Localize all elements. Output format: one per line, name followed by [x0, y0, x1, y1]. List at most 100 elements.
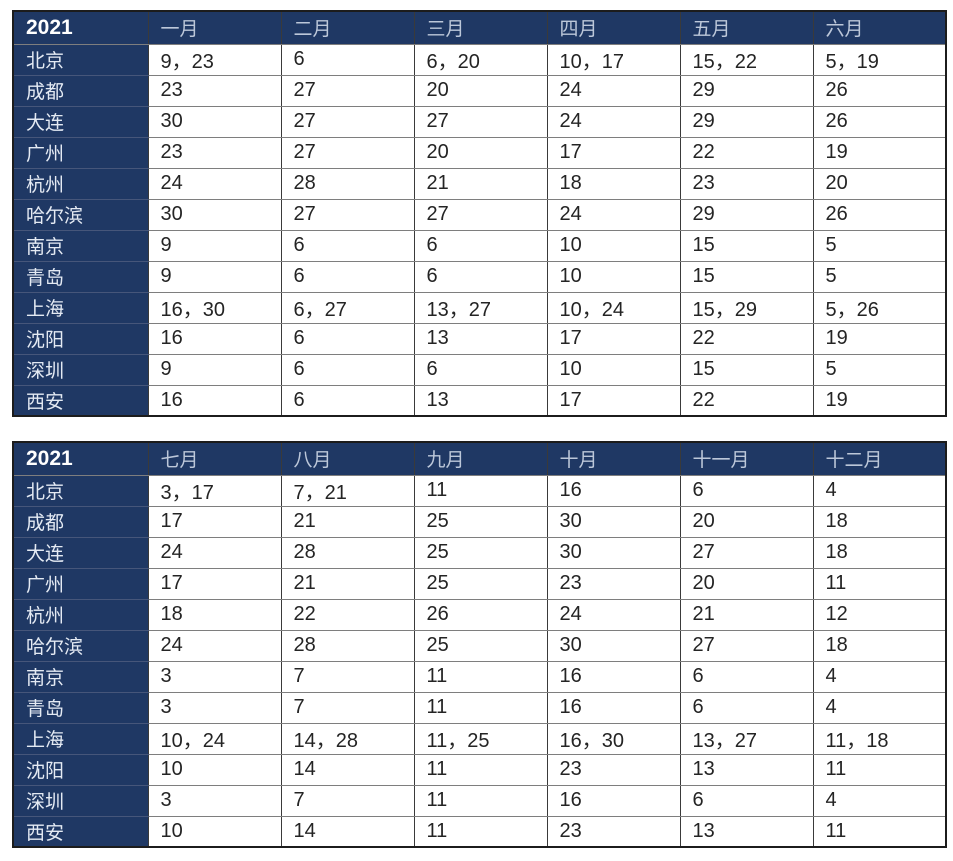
- city-name-cell: 青岛: [13, 691, 149, 724]
- date-value-cell: 11: [413, 753, 548, 786]
- table-row: 青岛 9 6 6 10 15 5: [13, 260, 947, 293]
- date-value-cell: 17: [546, 322, 681, 355]
- date-value-cell: 3: [147, 784, 282, 817]
- month-header-cell: 九月: [413, 441, 548, 476]
- date-value-cell: 18: [546, 167, 681, 200]
- date-value-cell: 16: [147, 322, 282, 355]
- table-row: 广州 23 27 20 17 22 19: [13, 136, 947, 169]
- date-value-cell: 26: [812, 74, 947, 107]
- date-value-cell: 26: [812, 105, 947, 138]
- month-header-cell: 十月: [546, 441, 681, 476]
- date-value-cell: 5，26: [812, 291, 947, 324]
- date-value-cell: 5: [812, 229, 947, 262]
- date-value-cell: 11: [413, 784, 548, 817]
- date-value-cell: 10: [546, 353, 681, 386]
- date-value-cell: 13: [413, 322, 548, 355]
- date-value-cell: 17: [147, 505, 282, 538]
- month-header-cell: 二月: [280, 10, 415, 45]
- date-value-cell: 15，29: [679, 291, 814, 324]
- date-value-cell: 6: [280, 384, 415, 417]
- date-value-cell: 18: [147, 598, 282, 631]
- date-value-cell: 29: [679, 74, 814, 107]
- table-row: 哈尔滨 24 28 25 30 27 18: [13, 629, 947, 662]
- date-value-cell: 27: [413, 105, 548, 138]
- city-name-cell: 青岛: [13, 260, 149, 293]
- date-value-cell: 6，20: [413, 43, 548, 76]
- month-header-cell: 十一月: [679, 441, 814, 476]
- table-row: 杭州 24 28 21 18 23 20: [13, 167, 947, 200]
- date-value-cell: 23: [546, 753, 681, 786]
- date-value-cell: 11: [413, 474, 548, 507]
- city-name-cell: 深圳: [13, 784, 149, 817]
- date-value-cell: 27: [280, 74, 415, 107]
- date-value-cell: 21: [280, 505, 415, 538]
- date-value-cell: 3: [147, 691, 282, 724]
- date-value-cell: 10，24: [546, 291, 681, 324]
- table-row: 杭州 18 22 26 24 21 12: [13, 598, 947, 631]
- date-value-cell: 11，18: [812, 722, 947, 755]
- date-value-cell: 10: [147, 753, 282, 786]
- city-name-cell: 成都: [13, 505, 149, 538]
- calendar-table-jan-jun: 2021 一月 二月 三月 四月 五月 六月 北京 9，23 6 6，20 10，17 15，22 5，…: [12, 10, 947, 417]
- table-row: 广州 17 21 25 23 20 11: [13, 567, 947, 600]
- date-value-cell: 16: [147, 384, 282, 417]
- date-value-cell: 4: [812, 691, 947, 724]
- date-value-cell: 13，27: [679, 722, 814, 755]
- date-value-cell: 27: [413, 198, 548, 231]
- date-value-cell: 20: [812, 167, 947, 200]
- date-value-cell: 22: [679, 384, 814, 417]
- city-name-cell: 成都: [13, 74, 149, 107]
- table-row: 成都 23 27 20 24 29 26: [13, 74, 947, 107]
- date-value-cell: 20: [413, 74, 548, 107]
- table-row: 西安 16 6 13 17 22 19: [13, 384, 947, 417]
- date-value-cell: 11: [413, 691, 548, 724]
- date-value-cell: 17: [546, 384, 681, 417]
- table-head: 2021 七月 八月 九月 十月 十一月 十二月: [13, 441, 947, 476]
- table-row: 西安 10 14 11 23 13 11: [13, 815, 947, 848]
- date-value-cell: 6: [679, 660, 814, 693]
- city-name-cell: 深圳: [13, 353, 149, 386]
- month-header-row: 2021 七月 八月 九月 十月 十一月 十二月: [13, 441, 947, 476]
- date-value-cell: 18: [812, 505, 947, 538]
- date-value-cell: 14: [280, 815, 415, 848]
- date-value-cell: 29: [679, 105, 814, 138]
- calendar-table-jul-dec: 2021 七月 八月 九月 十月 十一月 十二月 北京 3，17 7，21 11 16 6 4 成都 17 2…: [12, 441, 947, 848]
- date-value-cell: 6，27: [280, 291, 415, 324]
- date-value-cell: 10: [147, 815, 282, 848]
- date-value-cell: 14: [280, 753, 415, 786]
- city-name-cell: 上海: [13, 722, 149, 755]
- date-value-cell: 6: [280, 353, 415, 386]
- city-name-cell: 杭州: [13, 598, 149, 631]
- date-value-cell: 30: [147, 105, 282, 138]
- date-value-cell: 13: [413, 384, 548, 417]
- date-value-cell: 5: [812, 353, 947, 386]
- table-head: 2021 一月 二月 三月 四月 五月 六月: [13, 10, 947, 45]
- table-row: 深圳 9 6 6 10 15 5: [13, 353, 947, 386]
- date-value-cell: 30: [147, 198, 282, 231]
- date-value-cell: 30: [546, 629, 681, 662]
- city-name-cell: 西安: [13, 815, 149, 848]
- month-header-cell: 一月: [147, 10, 282, 45]
- table-row: 深圳 3 7 11 16 6 4: [13, 784, 947, 817]
- city-name-cell: 南京: [13, 229, 149, 262]
- date-value-cell: 26: [413, 598, 548, 631]
- date-value-cell: 9: [147, 229, 282, 262]
- date-value-cell: 25: [413, 629, 548, 662]
- date-value-cell: 11: [812, 753, 947, 786]
- date-value-cell: 24: [147, 629, 282, 662]
- month-header-cell: 七月: [147, 441, 282, 476]
- table-row: 南京 9 6 6 10 15 5: [13, 229, 947, 262]
- date-value-cell: 26: [812, 198, 947, 231]
- date-value-cell: 7: [280, 660, 415, 693]
- date-value-cell: 15: [679, 353, 814, 386]
- month-header-row: 2021 一月 二月 三月 四月 五月 六月: [13, 10, 947, 45]
- date-value-cell: 22: [679, 322, 814, 355]
- date-value-cell: 13: [679, 753, 814, 786]
- date-value-cell: 19: [812, 384, 947, 417]
- date-value-cell: 6: [679, 691, 814, 724]
- date-value-cell: 6: [679, 474, 814, 507]
- date-value-cell: 10: [546, 229, 681, 262]
- date-value-cell: 27: [280, 136, 415, 169]
- date-value-cell: 22: [280, 598, 415, 631]
- date-value-cell: 3: [147, 660, 282, 693]
